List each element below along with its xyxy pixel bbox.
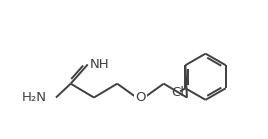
Text: Cl: Cl [171,86,184,99]
Text: H₂N: H₂N [22,91,47,104]
Text: O: O [135,91,146,104]
Text: NH: NH [89,58,109,71]
